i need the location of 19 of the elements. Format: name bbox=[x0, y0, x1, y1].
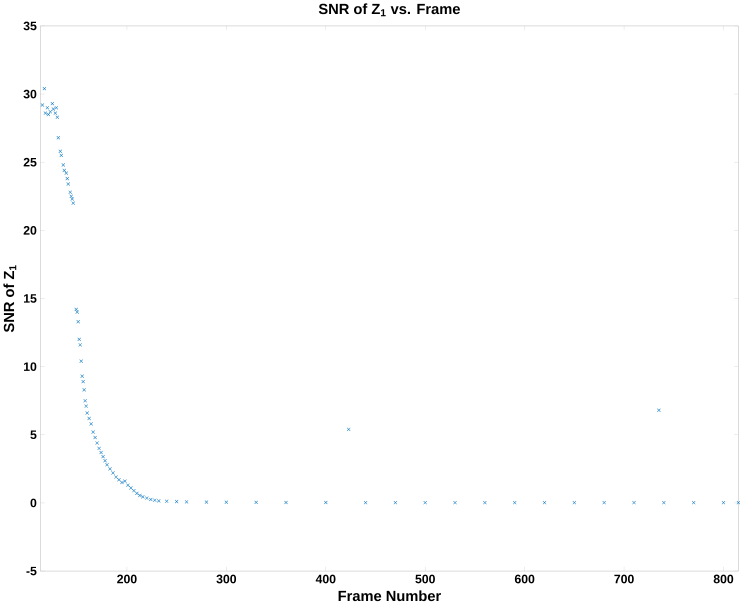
x-tick-label: 300 bbox=[216, 574, 236, 584]
y-tick-label: -5 bbox=[26, 567, 36, 576]
y-axis-title: SNR of Z$_{1}$ bbox=[3, 265, 16, 332]
x-tick-label: 700 bbox=[614, 574, 634, 584]
y-tick-label: 0 bbox=[30, 498, 36, 508]
y-tick-label: 30 bbox=[24, 90, 36, 99]
y-tick-label: 10 bbox=[24, 362, 36, 372]
x-tick-label: 600 bbox=[514, 574, 534, 584]
y-tick-label: 5 bbox=[30, 430, 36, 440]
y-tick-label: 20 bbox=[24, 226, 36, 235]
x-tick-label: 500 bbox=[415, 574, 435, 584]
x-axis-title: Frame Number bbox=[338, 590, 441, 602]
x-tick-label: 200 bbox=[117, 574, 137, 584]
x-tick-label: 400 bbox=[316, 574, 336, 584]
y-tick-label: 25 bbox=[24, 158, 36, 167]
y-tick-label: 15 bbox=[24, 294, 36, 303]
chart-title: SNR of Z$_{1}$ vs. Frame bbox=[318, 4, 460, 16]
y-tick-label: 35 bbox=[24, 22, 36, 31]
x-tick-label: 800 bbox=[714, 574, 734, 584]
